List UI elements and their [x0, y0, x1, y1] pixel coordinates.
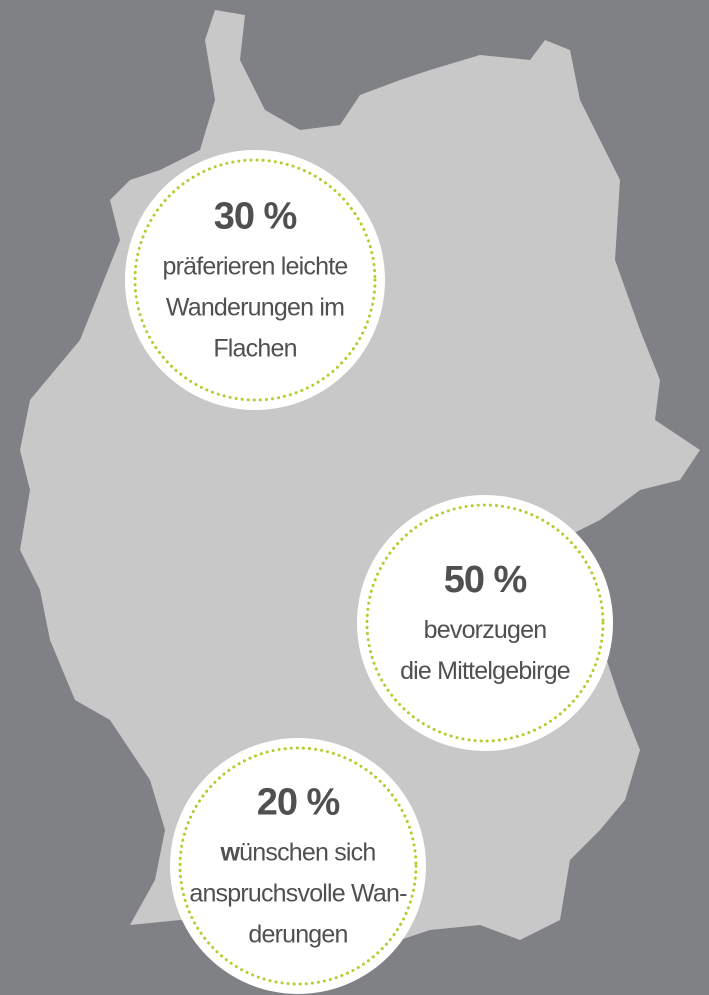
description-line: anspruchsvolle Wan- [189, 880, 407, 908]
dotted-ring [133, 158, 377, 402]
description-text: ünschen sich [239, 839, 375, 867]
description-line: die Mittelgebirge [400, 657, 570, 685]
percent: 20 % [257, 782, 340, 824]
bold-letter: w [220, 839, 241, 867]
description-line: Flachen [213, 335, 296, 363]
callouts: 30 % präferieren leichte Wanderungen im Fla… [125, 150, 613, 994]
description-line: bevorzugen [424, 616, 547, 644]
callout: 30 % präferieren leichte Wanderungen im Fla… [125, 150, 385, 410]
description-line: wünschen sich [220, 839, 376, 867]
percent: 50 % [444, 559, 527, 601]
callout-circle [125, 150, 385, 410]
description-line: präferieren leichte [163, 253, 348, 281]
callout: 50 % bevorzugen die Mittelgebirge [357, 495, 613, 751]
dotted-ring [178, 746, 418, 986]
callout-circle [357, 495, 613, 751]
description-line: derungen [248, 921, 347, 949]
callout-circle [170, 738, 426, 994]
dotted-ring [365, 503, 605, 743]
percent: 30 % [214, 196, 297, 238]
description-line: Wanderungen im [166, 294, 344, 322]
callout: 20 % wünschen sich anspruchsvolle Wan-deru… [170, 738, 426, 994]
